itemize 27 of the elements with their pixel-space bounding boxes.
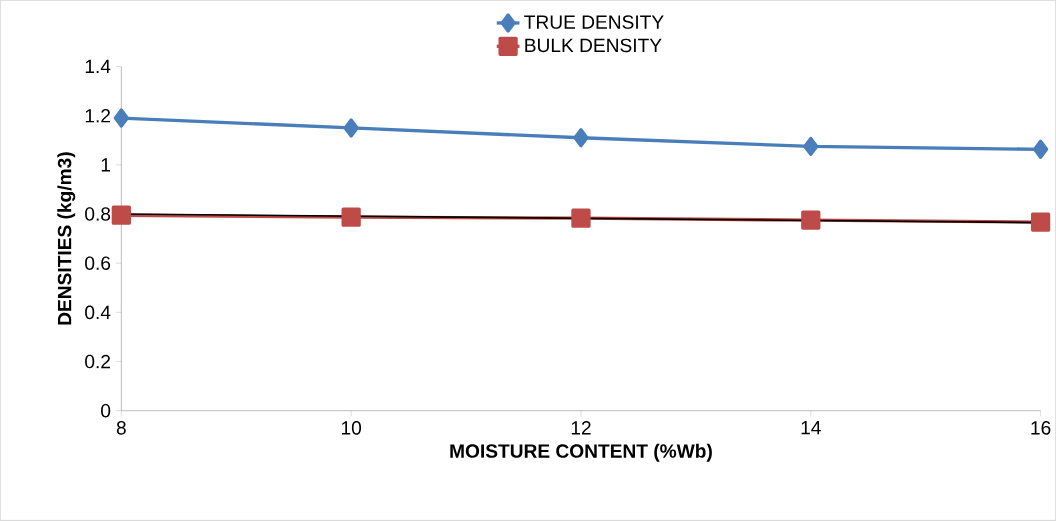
- y-tick-label: 1: [101, 158, 111, 172]
- x-axis-title: MOISTURE CONTENT (%Wb): [450, 443, 712, 462]
- point: [573, 128, 589, 148]
- y-tick-label: 0: [101, 404, 111, 418]
- x-tick-label: 16: [1031, 421, 1051, 435]
- y-tick-label: 1.4: [85, 60, 111, 74]
- y-axis-title: DENSITIES (kg/m3): [57, 152, 76, 325]
- y-tick-label: 0.2: [85, 354, 110, 369]
- x-tick-label: 14: [801, 421, 821, 435]
- point: [571, 208, 591, 228]
- point: [801, 210, 821, 230]
- point: [1030, 212, 1051, 232]
- y-tick-label: 1.2: [85, 109, 110, 123]
- x-tick-label: 12: [571, 421, 591, 435]
- y-tick-label: 0.8: [85, 207, 111, 221]
- legend-label: TRUE DENSITY: [524, 15, 664, 29]
- x-tick-label: 10: [341, 421, 362, 435]
- x-tick-label: 8: [116, 421, 126, 435]
- point: [343, 118, 359, 138]
- point: [111, 205, 131, 226]
- legend-label: BULK DENSITY: [525, 38, 662, 53]
- point: [1032, 139, 1049, 160]
- point: [803, 136, 819, 157]
- y-tick-label: 0.6: [85, 256, 111, 271]
- point: [341, 207, 361, 227]
- y-tick-label: 0.4: [85, 305, 111, 320]
- point: [113, 108, 129, 128]
